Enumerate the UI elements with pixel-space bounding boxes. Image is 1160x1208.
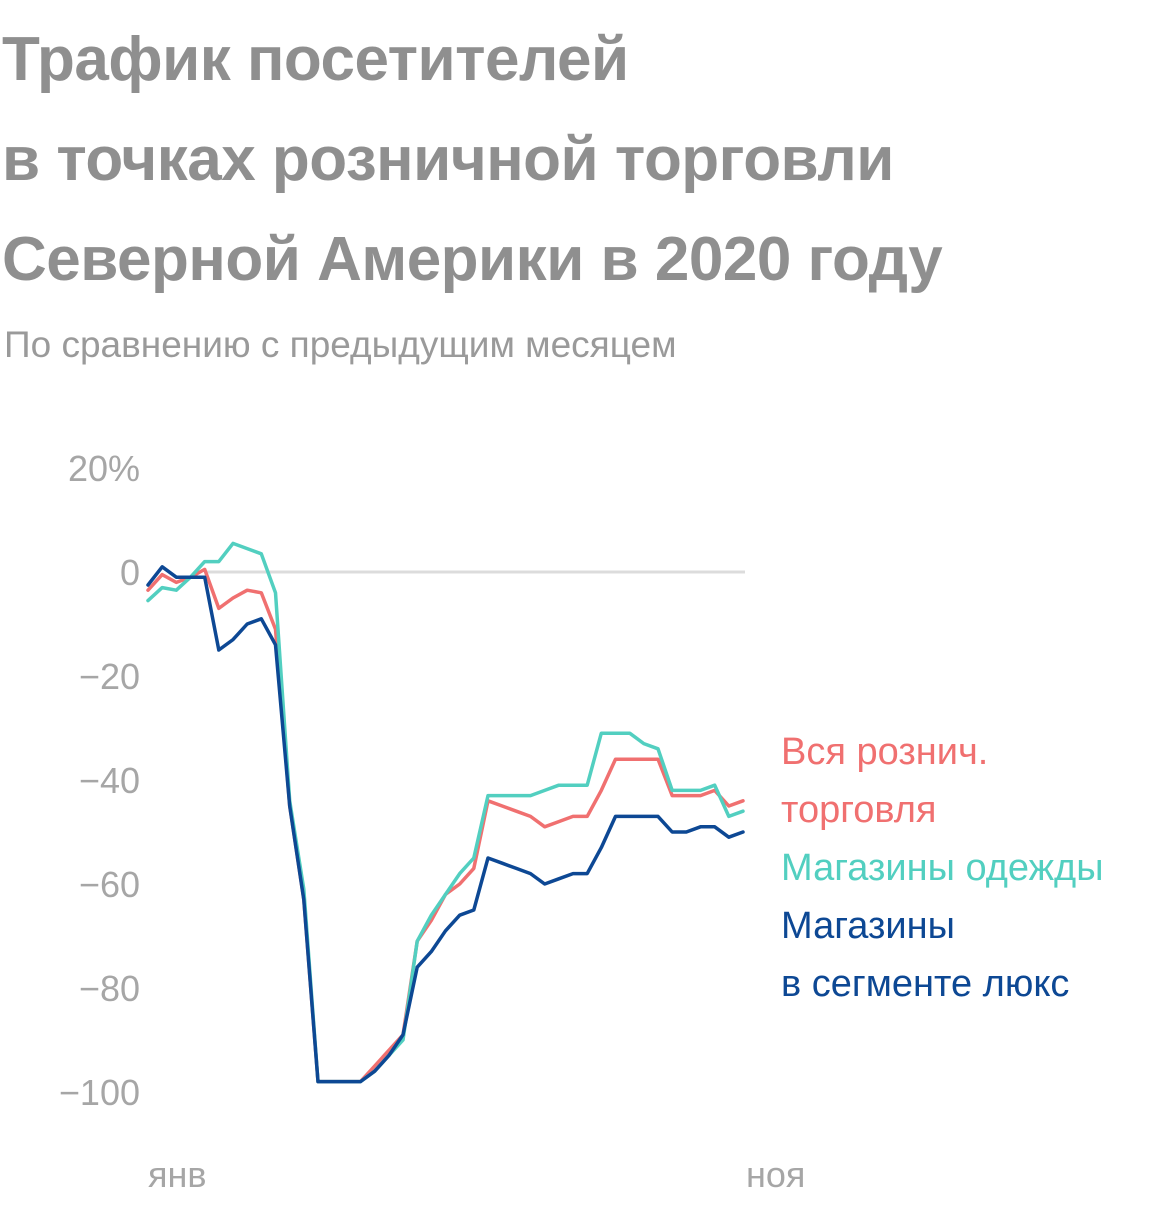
y-tick-label: 0 <box>120 552 140 593</box>
y-tick-label: −80 <box>79 968 140 1009</box>
chart-title-line-3: Северной Америки в 2020 году <box>2 225 943 294</box>
y-tick-label: −100 <box>59 1072 140 1113</box>
x-axis: янв ноя <box>148 1154 805 1195</box>
chart-title: Трафик посетителей в точках розничной то… <box>2 10 1152 310</box>
legend-entry-1-line-1: Вся рознич. <box>781 731 988 773</box>
series-line-2 <box>146 541 745 1084</box>
series-lines <box>146 541 745 1084</box>
chart-title-line-1: Трафик посетителей <box>2 25 629 94</box>
series-line-3 <box>146 565 745 1084</box>
legend-entry-1-line-2: торговля <box>781 789 936 831</box>
x-tick-label-end: ноя <box>746 1154 805 1195</box>
legend: Вся рознич. торговля Магазины одежды Магази… <box>781 731 1104 1005</box>
chart-title-line-2: в точках розничной торговли <box>2 125 894 194</box>
chart-subtitle: По сравнению с предыдущим месяцем <box>4 324 677 365</box>
y-tick-label: 20% <box>68 448 140 489</box>
legend-entry-3-line-2: в сегменте люкс <box>781 963 1069 1005</box>
x-tick-label-start: янв <box>148 1154 207 1195</box>
y-tick-label: −20 <box>79 656 140 697</box>
series-line-1 <box>146 567 745 1084</box>
y-tick-label: −60 <box>79 864 140 905</box>
legend-entry-3-line-1: Магазины <box>781 905 955 947</box>
y-tick-label: −40 <box>79 760 140 801</box>
y-axis: 20% 0 −20 −40 −60 −80 −100 <box>59 448 140 1113</box>
legend-entry-2-line-1: Магазины одежды <box>781 847 1104 889</box>
